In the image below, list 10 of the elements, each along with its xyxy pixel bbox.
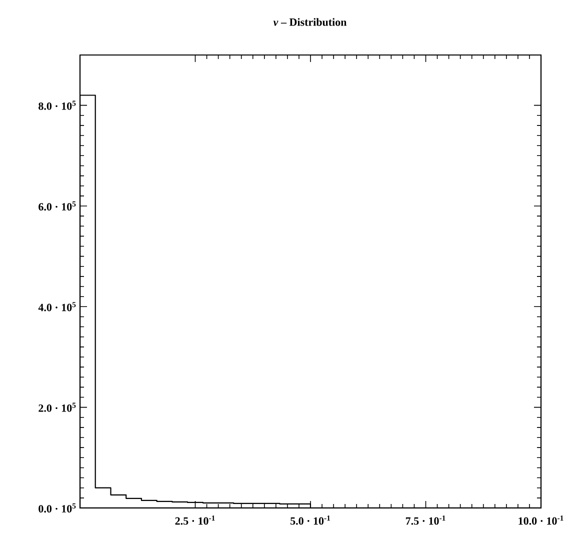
x-tick-label: 10.0 · 10$^{-1}$ bbox=[518, 516, 564, 525]
y-tick-label: 0.0 · 10$^{5}$ bbox=[38, 503, 76, 513]
y-tick-label: 6.0 · 10$^{5}$ bbox=[38, 201, 76, 211]
x-tick-label: 5.0 · 10$^{-1}$ bbox=[290, 516, 330, 525]
y-tick-label: 4.0 · 10$^{5}$ bbox=[38, 302, 76, 312]
chart-title: v – Distribution bbox=[273, 18, 347, 26]
y-tick-label: 2.0 · 10$^{5}$ bbox=[38, 402, 76, 412]
y-tick-label: 8.0 · 10$^{5}$ bbox=[38, 100, 76, 110]
x-tick-label: 2.5 · 10$^{-1}$ bbox=[175, 516, 215, 525]
x-tick-label: 7.5 · 10$^{-1}$ bbox=[406, 516, 446, 525]
